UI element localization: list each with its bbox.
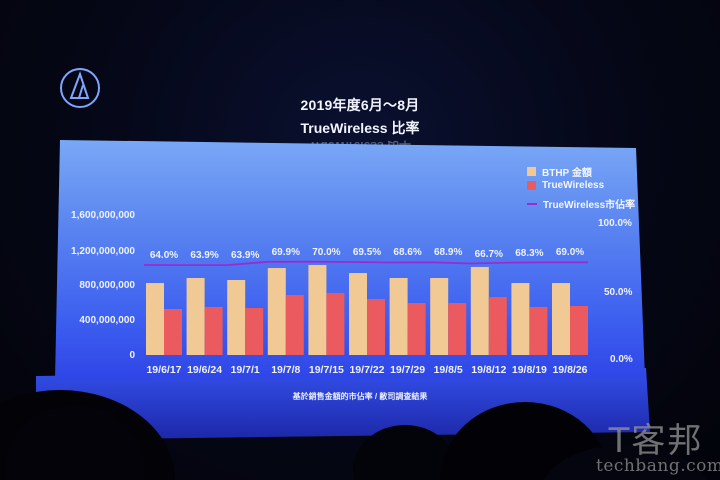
chart-footnote: 基於銷售金額的市佔率 / 敝司調查結果: [292, 392, 428, 401]
x-axis-label: 19/8/26: [552, 364, 588, 376]
left-axis-tick: 1,200,000,000: [71, 246, 135, 257]
share-data-label: 69.5%: [352, 246, 382, 258]
share-data-label: 68.3%: [515, 247, 544, 259]
bar-truewireless: [204, 306, 223, 355]
right-axis-tick: 0.0%: [610, 354, 633, 365]
techbang-watermark: T客邦 techbang.com: [596, 421, 720, 476]
x-axis-label: 19/7/1: [230, 364, 260, 376]
legend-item-truewireless: TrueWireless: [527, 180, 604, 191]
x-axis-label: 19/6/17: [146, 364, 182, 376]
legend-swatch-bthp: [527, 167, 536, 176]
bar-truewireless: [448, 303, 467, 355]
x-axis-label: 19/8/12: [471, 364, 507, 376]
legend-swatch-truewireless: [527, 181, 536, 190]
bar-bthp: [308, 264, 327, 355]
bar-bthp: [389, 278, 408, 355]
right-axis-tick: 50.0%: [604, 287, 633, 298]
legend-item-share: TrueWireless市佔率: [527, 196, 635, 211]
left-axis-tick: 0: [129, 350, 135, 361]
x-axis-label: 19/8/19: [511, 364, 547, 376]
bar-bthp: [227, 280, 246, 355]
x-axis-label: 19/7/29: [390, 364, 426, 376]
share-data-label: 68.6%: [393, 247, 422, 259]
x-axis-label: 19/6/24: [187, 364, 223, 376]
slide-title-line2: TrueWireless 比率: [300, 120, 420, 136]
bar-bthp: [146, 282, 164, 355]
share-data-label: 64.0%: [149, 250, 179, 261]
bar-truewireless: [326, 292, 345, 355]
left-axis-tick: 400,000,000: [79, 315, 135, 326]
share-data-label: 68.9%: [434, 247, 463, 259]
bar-truewireless: [488, 296, 507, 355]
bar-truewireless: [245, 308, 264, 355]
bar-bthp: [267, 268, 286, 355]
slide-title-line1: 2019年度6月～8月: [300, 97, 420, 113]
bar-bthp: [552, 282, 570, 355]
bar-bthp: [186, 278, 205, 355]
audio-technica-logo-icon: [60, 68, 100, 108]
x-axis-label: 19/7/8: [271, 364, 301, 376]
bar-bthp: [430, 278, 449, 355]
left-axis-tick: 1,600,000,000: [71, 210, 135, 221]
bar-bthp: [349, 273, 367, 355]
legend-line-share: [527, 202, 537, 205]
bar-bthp: [511, 282, 530, 355]
bar-truewireless: [164, 308, 182, 355]
x-axis-label: 19/7/22: [349, 364, 385, 376]
bar-truewireless: [367, 299, 385, 355]
share-data-label: 63.9%: [190, 250, 219, 262]
bar-bthp: [470, 266, 489, 355]
x-axis-label: 19/8/5: [433, 364, 463, 376]
share-data-label: 69.0%: [555, 247, 585, 259]
share-data-label: 66.7%: [474, 248, 503, 260]
x-axis-label: 19/7/15: [308, 364, 344, 376]
share-data-label: 63.9%: [231, 250, 260, 262]
left-axis-tick: 800,000,000: [79, 280, 135, 291]
watermark-en: techbang.com: [596, 456, 720, 476]
right-axis-tick: 100.0%: [598, 218, 632, 229]
legend-item-bthp: BTHP 金額: [527, 164, 592, 179]
share-data-label: 69.9%: [271, 246, 300, 258]
bar-truewireless: [529, 306, 548, 355]
bars-group: [146, 264, 588, 355]
bar-truewireless: [407, 303, 426, 355]
share-data-label: 70.0%: [312, 246, 341, 258]
bar-truewireless: [570, 306, 588, 355]
watermark-cn: T客邦: [608, 421, 704, 461]
bar-truewireless: [285, 294, 304, 355]
